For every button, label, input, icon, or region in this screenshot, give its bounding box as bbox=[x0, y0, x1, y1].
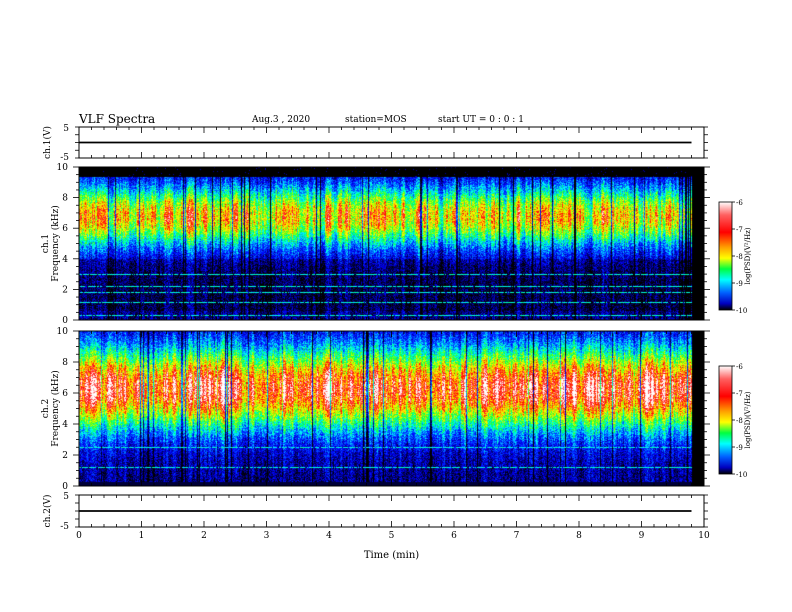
x-tick-label: 2 bbox=[201, 531, 207, 541]
colorbar-tick-label: -8 bbox=[736, 417, 743, 425]
spectrogram-ch2 bbox=[79, 331, 704, 486]
y-axis-label: ch.1 bbox=[41, 234, 51, 253]
y-tick-label: 2 bbox=[62, 451, 68, 461]
x-axis-label: Time (min) bbox=[364, 550, 419, 561]
y-tick-label: 2 bbox=[62, 285, 68, 295]
y-axis-label: ch.1(V) bbox=[42, 126, 53, 159]
colorbar-ch2-spectrogram bbox=[718, 365, 733, 475]
y-tick-label: 0 bbox=[62, 316, 68, 326]
y-tick-label: 6 bbox=[62, 224, 68, 234]
y-tick-label: 10 bbox=[57, 163, 69, 173]
x-tick-label: 8 bbox=[576, 531, 582, 541]
x-tick-label: 9 bbox=[639, 531, 645, 541]
x-tick-label: 6 bbox=[451, 531, 457, 541]
colorbar-tick-label: -8 bbox=[736, 253, 743, 261]
y-tick-label: -5 bbox=[60, 153, 69, 163]
x-tick-label: 0 bbox=[76, 531, 82, 541]
date-label: Aug.3 , 2020 bbox=[252, 115, 311, 125]
colorbar-tick-label: -10 bbox=[736, 307, 747, 315]
colorbar-tick-label: -6 bbox=[736, 199, 743, 207]
y-axis-label: Frequency (kHz) bbox=[50, 370, 61, 447]
x-tick-label: 4 bbox=[326, 531, 332, 541]
y-tick-label: 6 bbox=[62, 389, 68, 399]
y-tick-label: 8 bbox=[62, 194, 68, 204]
colorbar-label: log(PSD)(V²/Hz) bbox=[744, 227, 752, 284]
y-tick-label: 4 bbox=[62, 420, 68, 430]
start-time-label: start UT = 0 : 0 : 1 bbox=[438, 115, 524, 125]
y-tick-label: 10 bbox=[57, 327, 69, 337]
y-tick-label: -5 bbox=[60, 522, 69, 532]
y-axis-label: ch.2 bbox=[41, 399, 51, 418]
colorbar-tick-label: -10 bbox=[736, 471, 747, 479]
x-tick-label: 10 bbox=[698, 531, 710, 541]
colorbar-tick-label: -9 bbox=[736, 444, 743, 452]
y-tick-label: 5 bbox=[63, 124, 69, 134]
y-tick-label: 0 bbox=[62, 482, 68, 492]
spectrogram-ch1 bbox=[79, 167, 704, 320]
x-tick-label: 1 bbox=[139, 531, 145, 541]
y-tick-label: 8 bbox=[62, 358, 68, 368]
colorbar-tick-label: -9 bbox=[736, 280, 743, 288]
colorbar-tick-label: -7 bbox=[736, 226, 743, 234]
y-axis-label: ch.2(V) bbox=[42, 495, 53, 528]
x-tick-label: 7 bbox=[514, 531, 520, 541]
y-tick-label: 5 bbox=[63, 492, 69, 502]
station-label: station=MOS bbox=[345, 115, 407, 125]
x-tick-label: 5 bbox=[389, 531, 395, 541]
colorbar-label: log(PSD)(V²/Hz) bbox=[744, 391, 752, 448]
colorbar-tick-label: -7 bbox=[736, 390, 743, 398]
y-axis-label: Frequency (kHz) bbox=[50, 205, 61, 282]
colorbar-ch1-spectrogram bbox=[718, 201, 733, 311]
y-tick-label: 4 bbox=[62, 255, 68, 265]
chart-title: VLF Spectra bbox=[79, 112, 156, 126]
colorbar-tick-label: -6 bbox=[736, 363, 743, 371]
x-tick-label: 3 bbox=[264, 531, 270, 541]
